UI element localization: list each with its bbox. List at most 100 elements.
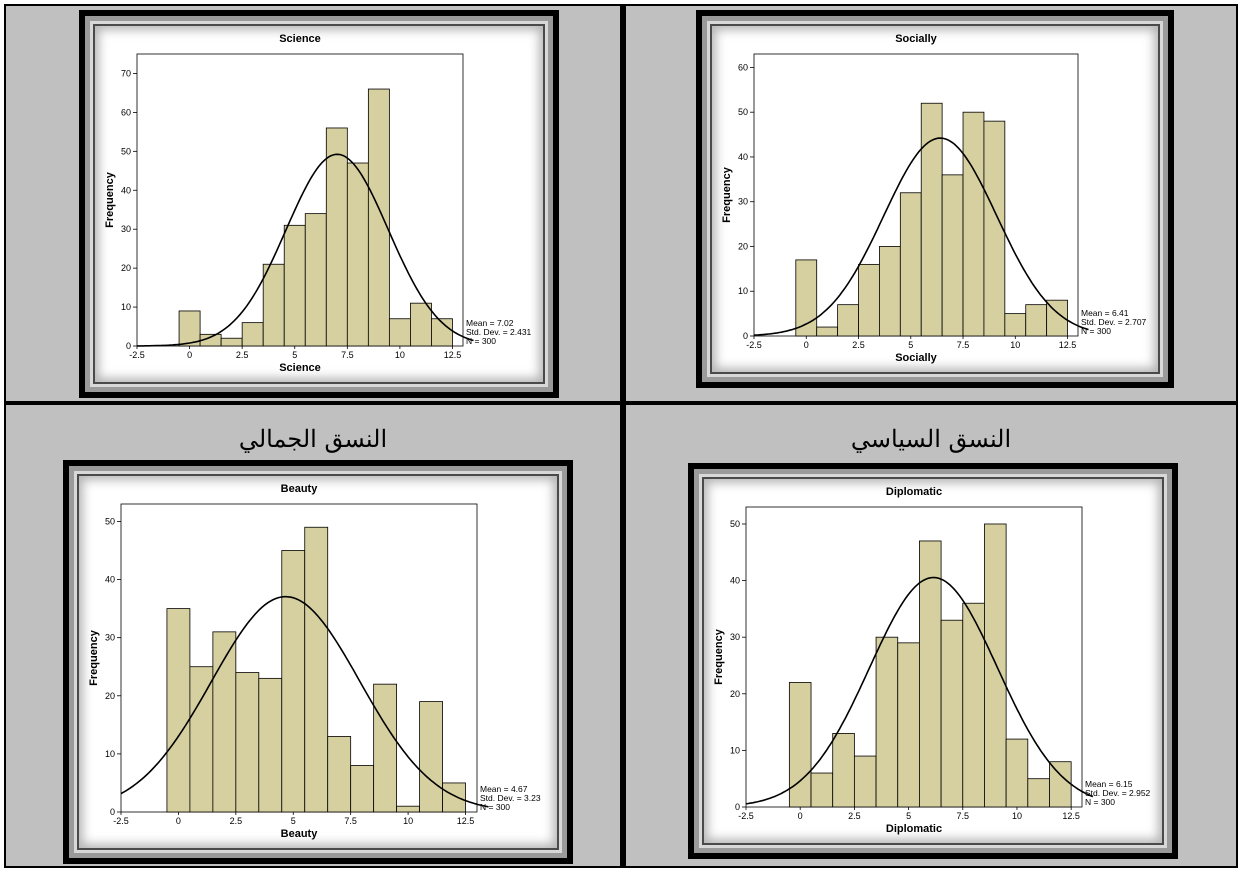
histogram-bar (832, 733, 855, 808)
histogram-bar (281, 550, 306, 813)
y-tick-label: 30 (738, 197, 748, 207)
x-tick-label: 12.5 (1062, 811, 1080, 821)
x-tick-label: -2.5 (738, 811, 754, 821)
histogram-bar (304, 213, 327, 347)
histogram-bar (899, 192, 922, 337)
y-tick-label: 10 (738, 286, 748, 296)
x-tick-label: 10 (1012, 811, 1022, 821)
x-axis-title: Diplomatic (886, 823, 942, 835)
histogram-bar (1005, 738, 1029, 808)
x-axis-title: Beauty (281, 828, 319, 840)
y-tick-label: 50 (738, 107, 748, 117)
y-tick-label: 40 (105, 575, 115, 585)
histogram-bar (419, 701, 443, 813)
cell-socially: Socially 0 10 20 30 40 50 60 -2.5 0 2.5 5 7.5 10 12.5 S… (626, 6, 1236, 401)
histogram-bar (178, 310, 201, 347)
histogram-bar (410, 302, 432, 347)
histogram-bar (346, 162, 369, 347)
histogram-bar (1049, 761, 1072, 808)
histogram-bar (788, 682, 812, 808)
x-tick-label: -2.5 (113, 816, 129, 826)
frame-science: Science 0 10 20 30 40 50 60 70 -2.5 0 2.5 5 7.5 10 12.5… (79, 10, 559, 398)
y-axis-title: Frequency (713, 628, 725, 685)
x-axis-title: Socially (895, 352, 937, 364)
x-tick-label: 2.5 (236, 350, 249, 360)
frame-beauty: Beauty 0 10 20 30 40 50 -2.5 0 2.5 5 7.5 10 12.5 Beaut… (63, 460, 573, 864)
y-tick-label: 10 (730, 745, 740, 755)
y-tick-label: 40 (121, 185, 131, 195)
y-tick-label: 50 (730, 519, 740, 529)
cell-diplomatic: النسق السياسي Diplomatic 0 10 20 30 40 50 -2.5 0… (626, 405, 1236, 866)
stats-mean: Mean = 7.02 (466, 318, 514, 328)
y-tick-label: 40 (738, 152, 748, 162)
normal-curve (120, 595, 489, 808)
y-axis-title: Frequency (104, 171, 116, 228)
y-tick-label: 0 (735, 802, 740, 812)
frame-socially: Socially 0 10 20 30 40 50 60 -2.5 0 2.5 5 7.5 10 12.5 S… (696, 10, 1174, 388)
chart-grid: Science 0 10 20 30 40 50 60 70 -2.5 0 2.5 5 7.5 10 12.5… (4, 4, 1238, 868)
histogram-bar (858, 263, 880, 337)
histogram-bar (325, 127, 348, 347)
y-tick-label: 40 (730, 576, 740, 586)
x-tick-label: 10 (395, 350, 405, 360)
y-tick-label: 10 (105, 749, 115, 759)
histogram-bar (396, 805, 420, 813)
histogram-bar (853, 755, 877, 808)
chart-title: Diplomatic (886, 486, 942, 498)
x-axis-title: Science (279, 362, 321, 374)
y-tick-label: 20 (730, 689, 740, 699)
stats-mean: Mean = 6.41 (1081, 308, 1129, 318)
histogram-bar (816, 326, 839, 337)
x-tick-label: 0 (176, 816, 181, 826)
y-tick-label: 0 (126, 341, 131, 351)
stats-n: N = 300 (480, 802, 510, 812)
normal-curve (137, 153, 474, 347)
x-tick-label: 2.5 (852, 340, 865, 350)
y-tick-label: 0 (110, 807, 115, 817)
y-tick-label: 60 (738, 62, 748, 72)
y-tick-label: 50 (105, 516, 115, 526)
histogram-bar (304, 526, 329, 813)
y-tick-label: 30 (105, 633, 115, 643)
histogram-bar (940, 619, 964, 808)
x-tick-label: 7.5 (341, 350, 354, 360)
normal-curve (754, 137, 1089, 336)
histogram-bar (1027, 778, 1050, 808)
caption-diplomatic: النسق السياسي (850, 425, 1012, 453)
x-tick-label: 5 (908, 340, 913, 350)
histogram-bar (262, 263, 285, 347)
y-tick-label: 0 (743, 331, 748, 341)
x-tick-label: 7.5 (344, 816, 357, 826)
histogram-bar (327, 736, 352, 813)
histogram-bar (373, 683, 398, 813)
y-axis-title: Frequency (88, 629, 100, 686)
cell-science: Science 0 10 20 30 40 50 60 70 -2.5 0 2.5 5 7.5 10 12.5… (6, 6, 620, 401)
histogram-bar (837, 304, 859, 337)
stats-mean: Mean = 6.15 (1085, 779, 1133, 789)
x-tick-label: 5 (292, 350, 297, 360)
histogram-bar (388, 318, 411, 347)
x-tick-label: 5 (906, 811, 911, 821)
chart-title: Beauty (281, 483, 319, 495)
y-axis-title: Frequency (721, 166, 733, 223)
stats-n: N = 300 (1081, 326, 1111, 336)
x-tick-label: 12.5 (1059, 340, 1077, 350)
histogram-bar (241, 322, 264, 347)
histogram-bar (1025, 304, 1048, 337)
y-tick-label: 60 (121, 107, 131, 117)
y-tick-label: 20 (121, 263, 131, 273)
stats-mean: Mean = 4.67 (480, 784, 528, 794)
y-tick-label: 10 (121, 302, 131, 312)
stats-sd: Std. Dev. = 2.707 (1081, 317, 1147, 327)
y-tick-label: 70 (121, 68, 131, 78)
histogram-bar (962, 111, 985, 337)
stats-n: N = 300 (466, 336, 496, 346)
x-tick-label: 2.5 (230, 816, 243, 826)
histogram-bar (220, 337, 243, 347)
histogram-bar (367, 88, 390, 347)
caption-beauty: النسق الجمالي (238, 425, 388, 453)
stats-sd: Std. Dev. = 3.23 (480, 793, 541, 803)
